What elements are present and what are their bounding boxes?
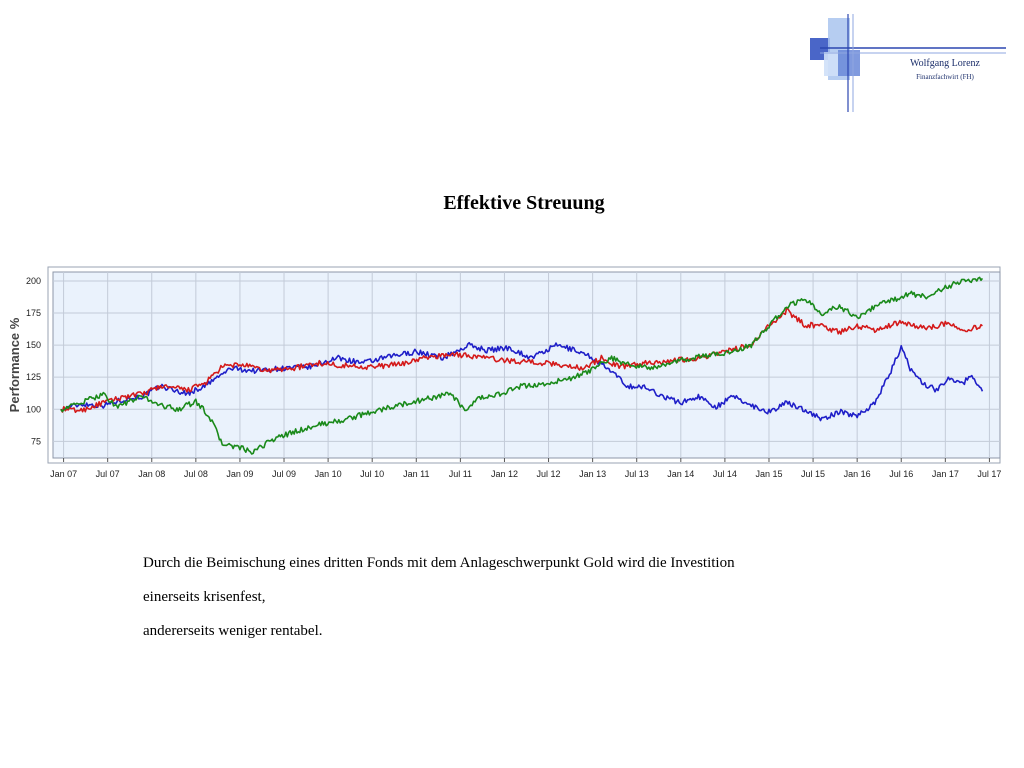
x-tick-label: Jan 10 (315, 469, 342, 479)
logo-graphic (810, 14, 1006, 112)
x-tick-label: Jan 13 (579, 469, 606, 479)
body-line-2: einerseits krisenfest, (143, 589, 266, 605)
grid (53, 272, 1000, 458)
x-tick-label: Jul 08 (184, 469, 208, 479)
logo-subtitle: Finanzfachwirt (FH) (916, 73, 974, 81)
x-tick-label: Jan 17 (932, 469, 959, 479)
y-tick-label: 125 (26, 372, 41, 382)
x-tick-label: Jul 12 (537, 469, 561, 479)
x-tick-label: Jan 12 (491, 469, 518, 479)
x-tick-label: Jul 07 (96, 469, 120, 479)
y-tick-label: 200 (26, 276, 41, 286)
x-tick-label: Jul 16 (889, 469, 913, 479)
x-tick-label: Jan 07 (50, 469, 77, 479)
x-axis: Jan 07 Jul 07 Jan 08 Jul 08 Jan 09 Jul 09 Jan … (50, 458, 1001, 479)
x-tick-label: Jul 15 (801, 469, 825, 479)
x-tick-label: Jan 09 (226, 469, 253, 479)
body-line-1: Durch die Beimischung eines dritten Fond… (143, 555, 735, 571)
x-tick-label: Jul 09 (272, 469, 296, 479)
x-tick-label: Jul 10 (360, 469, 384, 479)
body-text: Durch die Beimischung eines dritten Fond… (143, 552, 943, 654)
body-line-3: andererseits weniger rentabel. (143, 623, 323, 639)
y-axis-label: Performance % (7, 317, 22, 412)
series-line-3 (60, 276, 984, 455)
page-title: Effektive Streuung (443, 192, 605, 214)
x-tick-label: Jul 17 (977, 469, 1001, 479)
x-tick-label: Jan 11 (403, 469, 429, 479)
y-tick-label: 150 (26, 340, 41, 350)
y-tick-label: 100 (26, 404, 41, 414)
series-line-2 (60, 307, 983, 414)
performance-chart: 75 100 125 150 175 200 Jan 07 Jul 07 Jan 08 Jul … (7, 266, 1001, 479)
series-line-1 (60, 341, 984, 422)
x-tick-label: Jan 15 (755, 469, 782, 479)
x-tick-label: Jul 11 (449, 469, 472, 479)
x-tick-label: Jul 14 (713, 469, 737, 479)
logo: Wolfgang Lorenz Finanzfachwirt (FH) (810, 12, 1010, 116)
y-tick-label: 75 (31, 436, 41, 446)
logo-name: Wolfgang Lorenz (910, 58, 980, 69)
y-tick-label: 175 (26, 308, 41, 318)
x-tick-label: Jul 13 (625, 469, 649, 479)
plot-area (52, 271, 1001, 459)
x-tick-label: Jan 08 (138, 469, 165, 479)
series-lines (60, 276, 984, 455)
x-tick-label: Jan 14 (667, 469, 694, 479)
y-axis: 75 100 125 150 175 200 (26, 276, 41, 446)
x-tick-label: Jan 16 (844, 469, 871, 479)
